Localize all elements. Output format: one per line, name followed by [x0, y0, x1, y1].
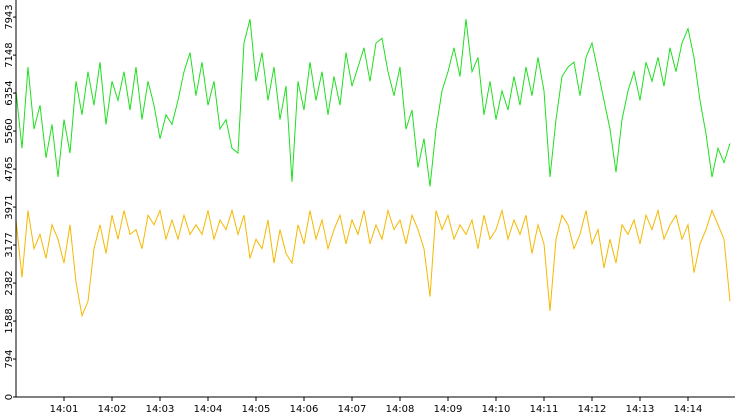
x-tick-label: 14:06: [290, 404, 319, 415]
y-tick-label: 1588: [4, 308, 15, 333]
y-tick-label: 6354: [4, 80, 15, 105]
x-tick-label: 14:05: [242, 404, 271, 415]
x-tick-label: 14:14: [674, 404, 703, 415]
x-tick-label: 14:11: [530, 404, 559, 415]
x-tick-label: 14:02: [98, 404, 127, 415]
y-tick-label: 0: [4, 394, 15, 400]
x-tick-label: 14:01: [50, 404, 79, 415]
x-tick-label: 14:04: [194, 404, 223, 415]
x-tick-label: 14:07: [338, 404, 367, 415]
y-tick-label: 2382: [4, 270, 15, 295]
x-tick-label: 14:03: [146, 404, 175, 415]
y-tick-label: 7943: [4, 4, 15, 29]
y-tick-label: 3177: [4, 232, 15, 257]
y-tick-label: 794: [4, 349, 15, 368]
y-tick-label: 3971: [4, 194, 15, 219]
y-tick-label: 5560: [4, 118, 15, 143]
x-tick-label: 14:12: [578, 404, 607, 415]
x-tick-label: 14:08: [386, 404, 415, 415]
x-tick-label: 14:09: [434, 404, 463, 415]
series-line: [15, 208, 731, 318]
x-tick-label: 14:13: [626, 404, 655, 415]
series-line: [15, 18, 731, 187]
y-tick-label: 4765: [4, 156, 15, 181]
x-tick-label: 14:10: [482, 404, 511, 415]
y-tick-label: 7148: [4, 42, 15, 67]
